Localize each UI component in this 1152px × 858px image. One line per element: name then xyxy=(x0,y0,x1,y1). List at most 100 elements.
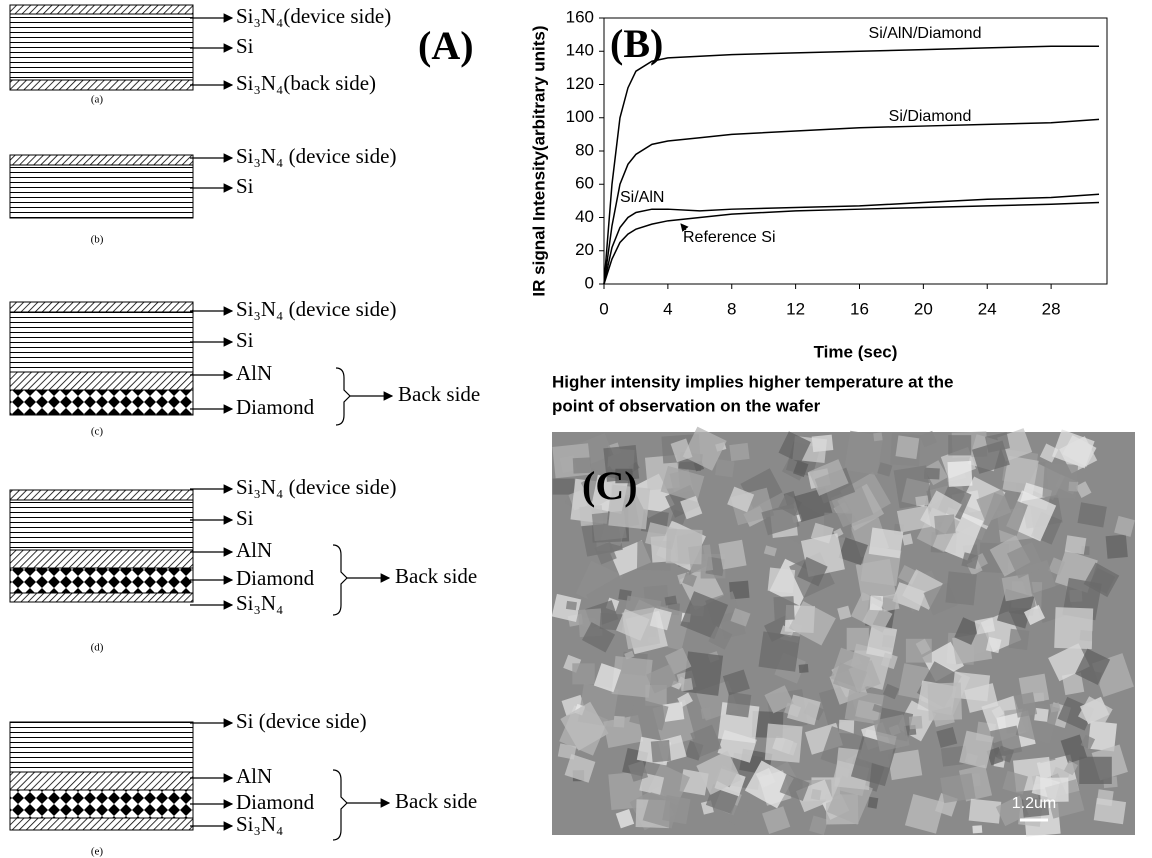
y-tick-label: 20 xyxy=(575,240,594,259)
bracket xyxy=(333,770,347,840)
layer xyxy=(10,500,193,550)
bracket xyxy=(336,368,350,425)
layer xyxy=(10,5,193,14)
layer xyxy=(10,490,193,500)
layer-label: Diamond xyxy=(236,790,315,814)
layer-label: Si₃N₄ (device side) xyxy=(236,297,396,321)
x-tick-label: 8 xyxy=(727,299,736,318)
layer xyxy=(10,312,193,372)
sem-grain xyxy=(666,529,703,565)
sem-grain xyxy=(726,692,751,718)
sem-grain xyxy=(1050,702,1061,712)
y-tick-label: 60 xyxy=(575,174,594,193)
series-label: Si/Diamond xyxy=(889,108,972,125)
sem-grain xyxy=(906,639,932,663)
sem-grain xyxy=(928,682,963,720)
layer-label: Si xyxy=(236,506,254,530)
layer xyxy=(10,818,193,830)
layer-label: Si xyxy=(236,174,254,198)
sem-grain xyxy=(811,789,822,800)
sem-grain xyxy=(940,773,975,803)
layer xyxy=(10,155,193,165)
x-tick-label: 16 xyxy=(850,299,869,318)
sem-grain xyxy=(773,596,794,620)
panel-label: (B) xyxy=(610,21,663,66)
y-tick-label: 80 xyxy=(575,140,594,159)
sem-grain xyxy=(799,664,809,673)
layer-label: Diamond xyxy=(236,566,315,590)
figure: Si₃N₄(device side)SiSi₃N₄(back side)(a)S… xyxy=(0,0,1152,858)
sem-grain xyxy=(1094,798,1126,824)
sem-grain xyxy=(915,495,929,506)
x-axis-label: Time (sec) xyxy=(814,342,898,361)
sem-grain xyxy=(873,432,882,441)
sem-grain xyxy=(972,825,982,833)
line xyxy=(604,203,1099,284)
sem-grain xyxy=(945,571,977,605)
layer-label: Si₃N₄(device side) xyxy=(236,4,391,28)
sem-grain xyxy=(729,443,749,461)
sem-grain xyxy=(1008,629,1029,650)
sem-grain xyxy=(1079,757,1112,784)
y-tick-label: 40 xyxy=(575,207,594,226)
diagram-caption: (c) xyxy=(91,426,104,438)
sem-grain xyxy=(1054,607,1093,649)
x-tick-label: 12 xyxy=(786,299,805,318)
y-tick-label: 120 xyxy=(566,74,594,93)
sem-grain xyxy=(896,435,920,459)
layer xyxy=(10,772,193,790)
layer xyxy=(10,722,193,772)
sem-grain xyxy=(566,601,577,610)
sem-grain xyxy=(881,594,900,612)
sem-grain xyxy=(934,514,956,535)
sem-grain xyxy=(681,678,693,691)
layer xyxy=(10,80,193,90)
layer-label: Si₃N₄ (device side) xyxy=(236,144,396,168)
sem-grain xyxy=(1077,502,1106,527)
layer xyxy=(10,790,193,818)
chart-caption: Higher intensity implies higher temperat… xyxy=(552,372,953,391)
sem-grain xyxy=(715,459,735,477)
y-tick-label: 100 xyxy=(566,107,594,126)
diagram-caption: (d) xyxy=(91,642,104,654)
sem-grain xyxy=(572,663,594,684)
layer-label: Diamond xyxy=(236,395,315,419)
layer xyxy=(10,550,193,568)
x-tick-label: 24 xyxy=(978,299,997,318)
layer-label: Si (device side) xyxy=(236,709,367,733)
sem-grain xyxy=(909,716,923,729)
group-label: Back side xyxy=(395,789,477,813)
sem-grain xyxy=(759,631,801,671)
layer xyxy=(10,593,193,602)
group-label: Back side xyxy=(395,564,477,588)
layer-label: AlN xyxy=(236,361,272,385)
y-tick-label: 0 xyxy=(585,273,594,292)
x-tick-label: 0 xyxy=(599,299,608,318)
layer-label: Si₃N₄(back side) xyxy=(236,71,376,95)
sem-grain xyxy=(1106,535,1128,559)
sem-grain xyxy=(969,799,1002,824)
layer-label: Si xyxy=(236,34,254,58)
scale-bar-label: 1.2um xyxy=(1012,795,1056,812)
diagram-caption: (b) xyxy=(91,234,104,246)
line xyxy=(604,119,1099,284)
layer xyxy=(10,302,193,312)
line xyxy=(604,194,1099,284)
sem-grain xyxy=(1065,535,1087,554)
layer-label: Si₃N₄ (device side) xyxy=(236,475,396,499)
sem-grain xyxy=(868,797,879,809)
series-label: Si/AlN xyxy=(620,189,664,206)
layer xyxy=(10,568,193,593)
sem-grain xyxy=(948,435,971,455)
sem-grain xyxy=(1068,482,1078,492)
sem-grain xyxy=(1002,574,1033,602)
series-label: Si/AlN/Diamond xyxy=(869,25,982,42)
series-label: Reference Si xyxy=(683,229,776,246)
sem-grain xyxy=(718,540,746,570)
sem-grain xyxy=(947,461,972,487)
sem-grain xyxy=(1013,692,1037,718)
sem-grain xyxy=(651,740,671,762)
y-tick-label: 140 xyxy=(566,41,594,60)
x-tick-label: 4 xyxy=(663,299,672,318)
sem-grain xyxy=(869,528,904,559)
